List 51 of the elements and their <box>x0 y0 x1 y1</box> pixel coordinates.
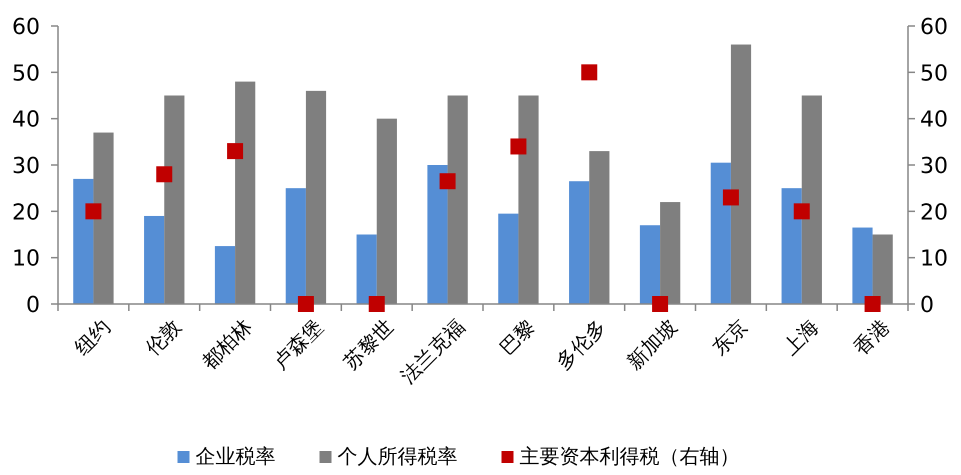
y-tick-label: 20 <box>12 200 40 226</box>
x-tick-label: 卢森堡 <box>268 314 328 374</box>
bar <box>782 188 802 304</box>
bar <box>569 181 590 304</box>
y-tick-label: 40 <box>12 108 40 133</box>
point <box>227 143 244 160</box>
point <box>440 173 456 190</box>
y2-tick-label: 50 <box>920 61 948 86</box>
bar <box>356 234 377 304</box>
bar <box>710 162 731 304</box>
legend-label: 企业税率 <box>196 444 276 468</box>
point <box>652 296 668 312</box>
x-tick-label: 多伦多 <box>551 314 611 374</box>
y2-tick-label: 0 <box>920 292 934 318</box>
bar <box>73 178 94 304</box>
x-tick-label: 巴黎 <box>494 314 540 360</box>
bar <box>214 246 236 304</box>
x-tick-label: 纽约 <box>70 314 115 360</box>
x-tick-label: 东京 <box>707 314 752 360</box>
bar <box>498 214 518 304</box>
point <box>156 166 172 182</box>
point <box>722 189 739 206</box>
legend-label: 个人所得税率 <box>338 444 458 468</box>
y2-tick-label: 60 <box>920 14 948 40</box>
y-tick-label: 10 <box>12 246 40 272</box>
point <box>368 296 385 312</box>
y2-tick-label: 30 <box>920 154 948 179</box>
y-tick-label: 50 <box>12 61 40 86</box>
bar <box>640 225 660 304</box>
y-tick-label: 0 <box>26 292 40 318</box>
x-tick-label: 上海 <box>778 314 824 360</box>
y-tick-label: 30 <box>12 154 40 179</box>
y2-tick-label: 20 <box>920 200 948 226</box>
point <box>85 203 102 220</box>
point <box>510 138 526 154</box>
bar <box>286 188 306 304</box>
x-tick-label: 都柏林 <box>197 314 257 374</box>
point <box>581 64 598 80</box>
bar <box>852 228 873 304</box>
y2-tick-label: 10 <box>920 246 948 272</box>
legend-label: 主要资本利得税（右轴） <box>520 444 740 468</box>
y2-tick-label: 40 <box>920 108 948 133</box>
x-tick-label: 伦敦 <box>140 314 186 360</box>
y-tick-label: 60 <box>12 14 40 40</box>
point <box>864 296 881 312</box>
point <box>298 296 314 312</box>
point <box>794 203 810 220</box>
x-tick-label: 新加坡 <box>622 314 682 374</box>
bar <box>144 216 164 304</box>
x-tick-label: 香港 <box>848 314 894 360</box>
bar <box>427 165 448 304</box>
